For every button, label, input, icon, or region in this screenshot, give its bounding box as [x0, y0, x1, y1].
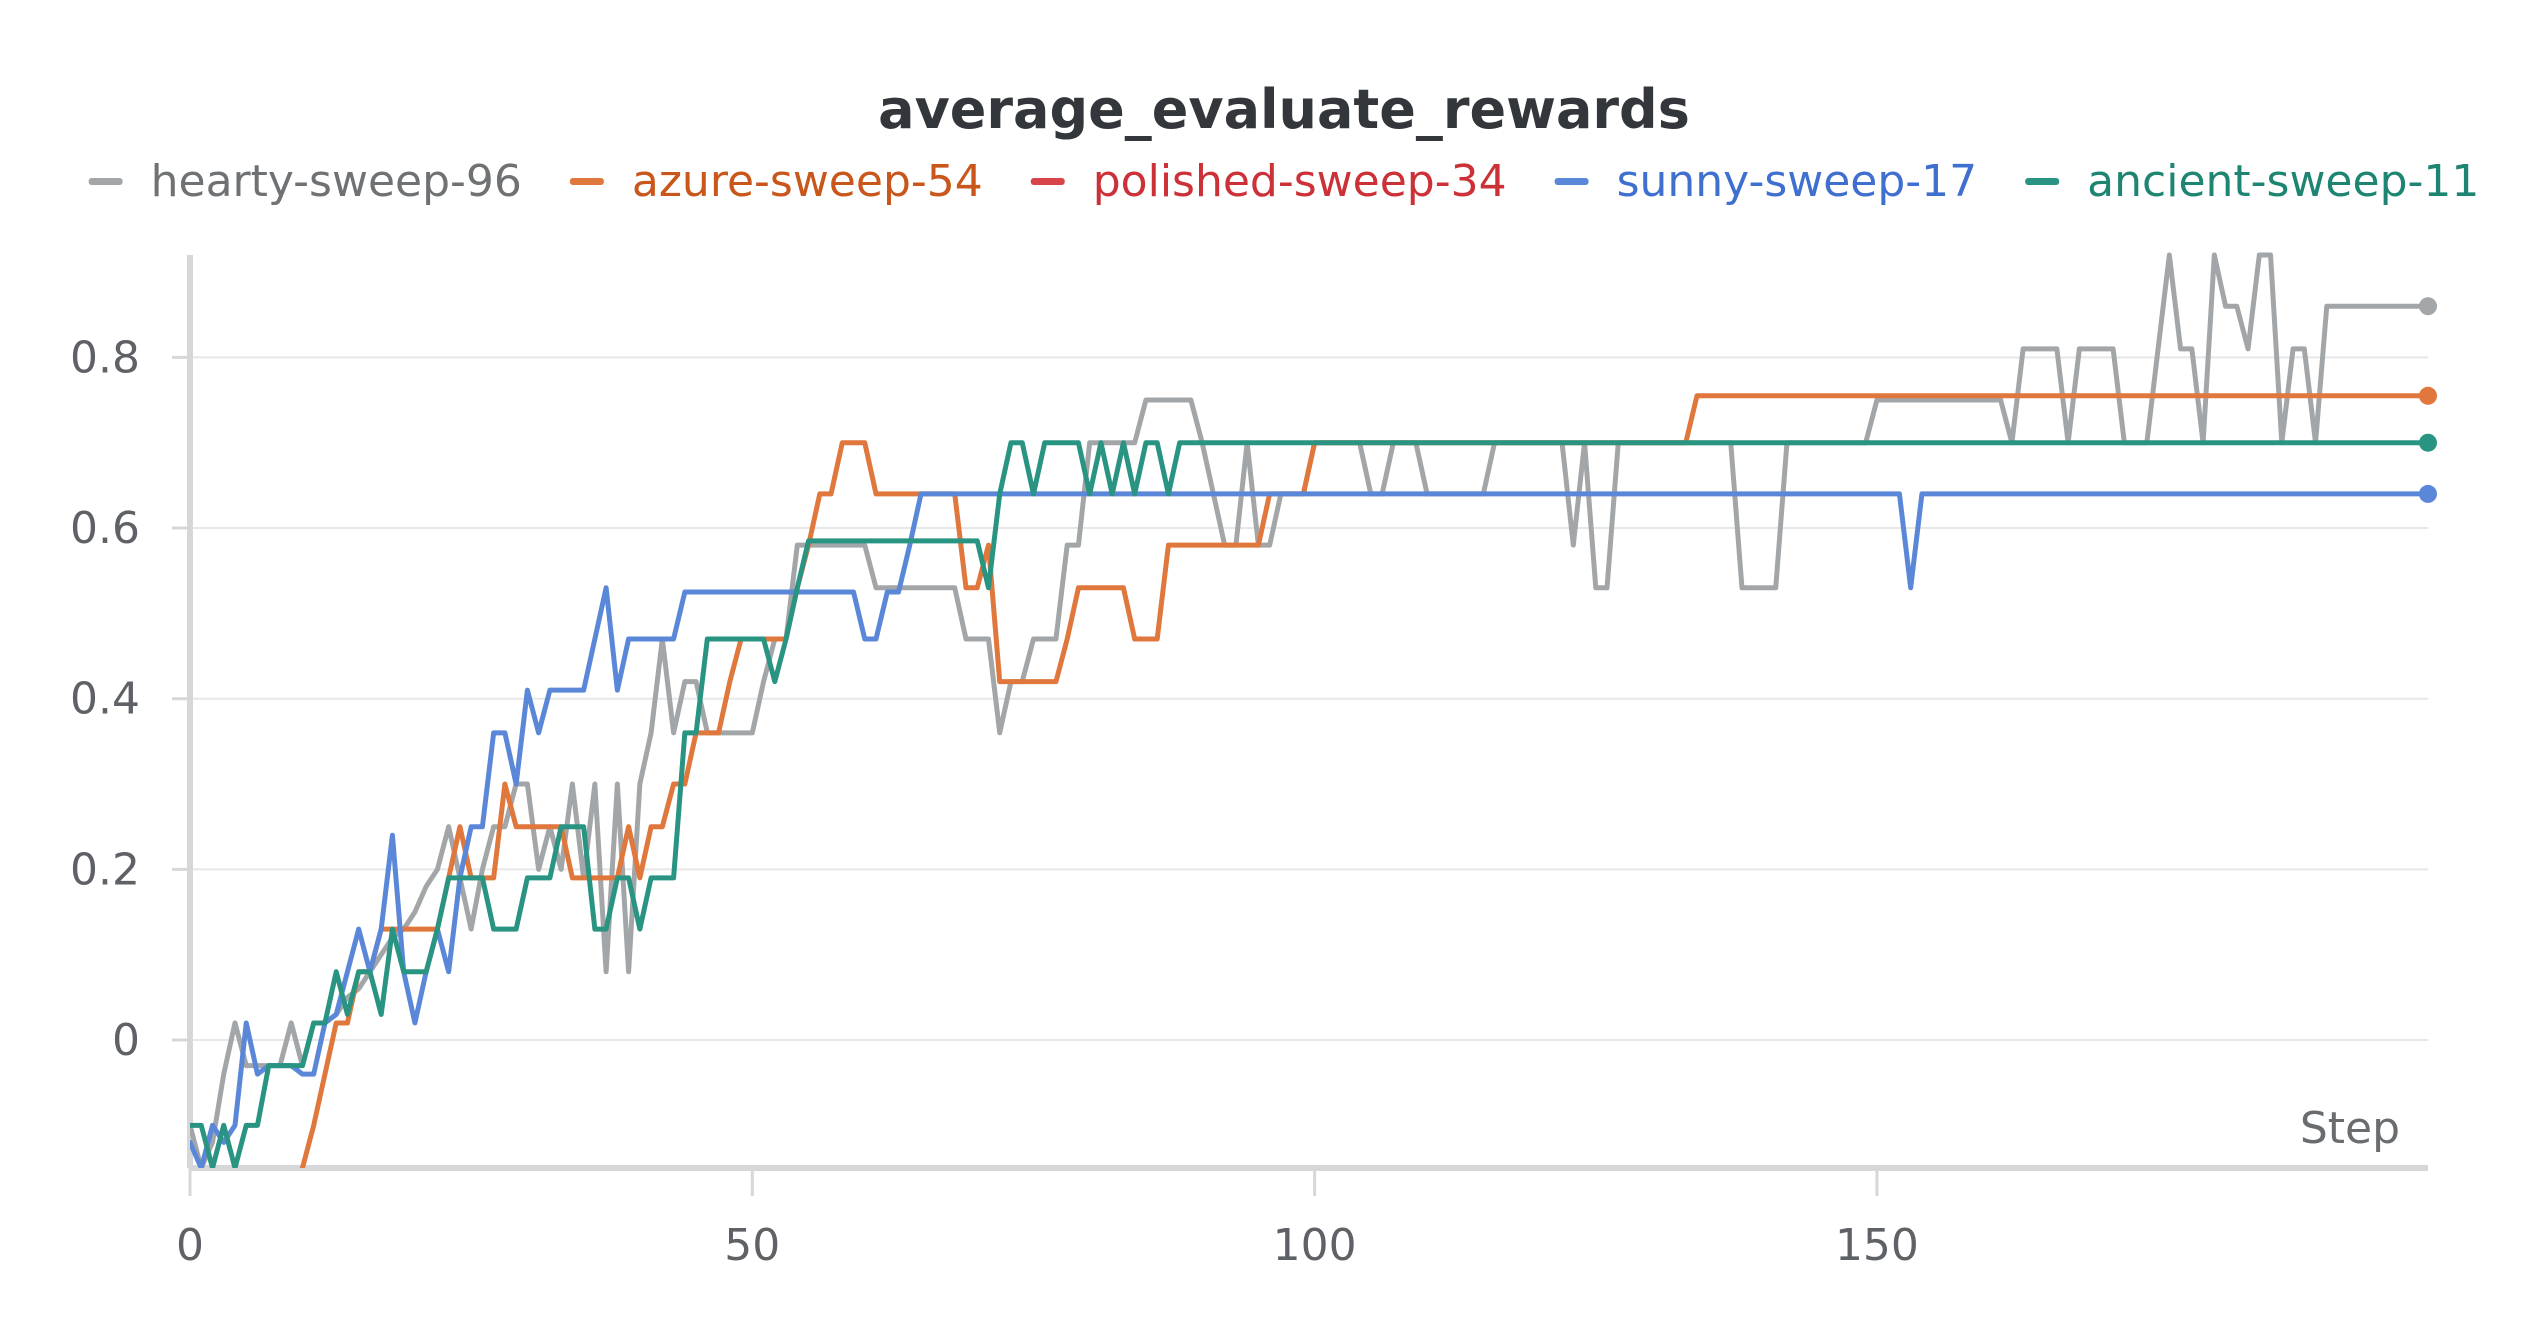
legend-label: polished-sweep-34 — [1093, 156, 1507, 207]
y-tick-label: 0.8 — [70, 332, 140, 383]
legend-swatch — [88, 178, 123, 185]
series-end-markers — [2419, 297, 2437, 503]
y-tick-label: 0.4 — [70, 674, 140, 725]
x-tick-label: 50 — [724, 1220, 780, 1271]
legend-swatch — [1030, 178, 1065, 185]
legend-item[interactable]: sunny-sweep-17 — [1554, 156, 1978, 207]
axes — [187, 255, 2428, 1171]
y-axis-ticks: 0 0.2 0.4 0.6 0.8 — [70, 332, 190, 1066]
chart-title: average_evaluate_rewards — [878, 78, 1690, 141]
x-axis-ticks: 0 50 100 150 — [176, 1168, 1919, 1271]
legend-label: azure-sweep-54 — [632, 156, 983, 207]
series-lines — [190, 252, 2430, 1168]
x-axis-label: Step — [2300, 1103, 2400, 1154]
legend-label: hearty-sweep-96 — [151, 156, 522, 207]
series-end-dot-hearty-sweep-96 — [2419, 297, 2437, 316]
y-tick-label: 0.6 — [70, 503, 140, 554]
series-end-dot-azure-sweep-54 — [2419, 386, 2437, 405]
legend-item[interactable]: ancient-sweep-11 — [2025, 156, 2479, 207]
series-end-dot-ancient-sweep-11 — [2419, 433, 2437, 452]
legend-swatch — [2025, 178, 2060, 185]
legend-item[interactable]: hearty-sweep-96 — [88, 156, 522, 207]
series-line-azure-sweep-54 — [299, 393, 2430, 1168]
legend-item[interactable]: polished-sweep-34 — [1030, 156, 1507, 207]
legend-item[interactable]: azure-sweep-54 — [569, 156, 983, 207]
legend-swatch — [569, 178, 604, 185]
legend: hearty-sweep-96 azure-sweep-54 polished-sw… — [88, 156, 2479, 207]
series-line-ancient-sweep-11 — [190, 440, 2430, 1168]
x-tick-label: 150 — [1835, 1220, 1919, 1271]
y-tick-label: 0 — [112, 1015, 140, 1066]
legend-swatch — [1554, 178, 1589, 185]
series-line-sunny-sweep-17 — [190, 491, 2430, 1168]
x-tick-label: 100 — [1273, 1220, 1357, 1271]
legend-label: sunny-sweep-17 — [1617, 156, 1978, 207]
series-end-dot-sunny-sweep-17 — [2419, 484, 2437, 503]
legend-label: ancient-sweep-11 — [2087, 156, 2479, 207]
y-tick-label: 0.2 — [70, 844, 140, 895]
x-tick-label: 0 — [176, 1220, 204, 1271]
